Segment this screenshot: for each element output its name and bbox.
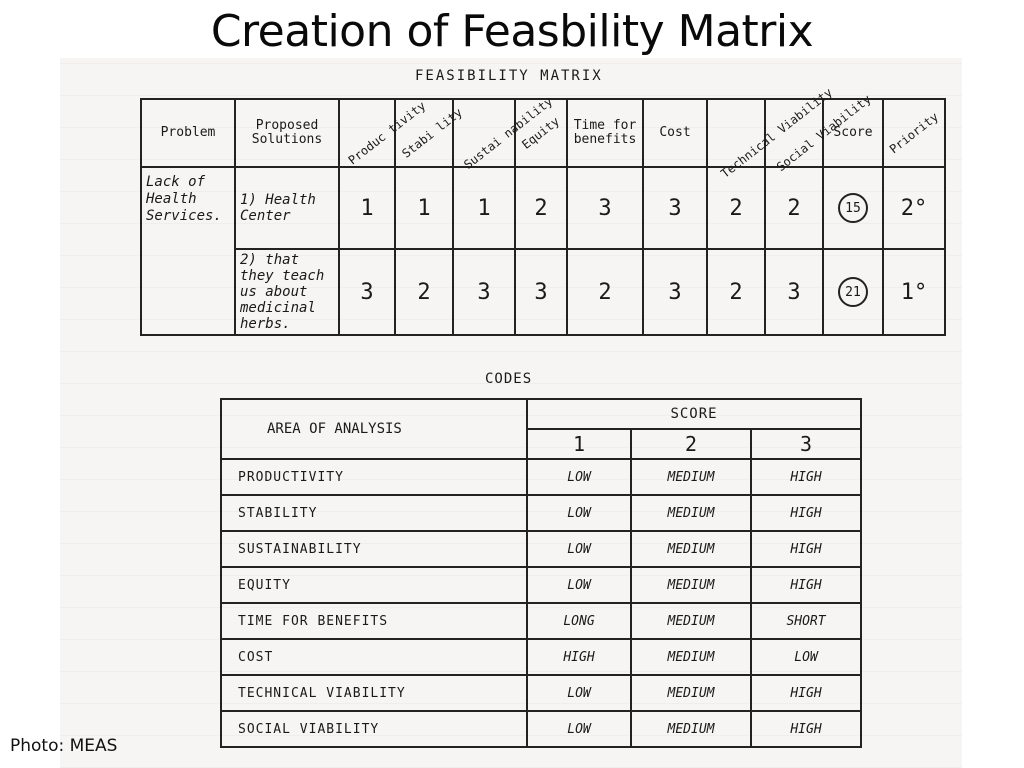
score-1-cell: LOW [526, 530, 632, 568]
matrix-heading: FEASIBILITY MATRIX [415, 68, 603, 84]
area-label: EQUITY [220, 566, 528, 604]
score-level-1: 1 [526, 428, 632, 460]
header-area-of-analysis: AREA OF ANALYSIS [220, 398, 528, 460]
value-cell: 2 [706, 166, 766, 250]
score-3-cell: LOW [749, 638, 863, 676]
score-2-cell: MEDIUM [630, 566, 752, 604]
header-priority: Priority [882, 98, 946, 168]
area-label: STABILITY [220, 494, 528, 532]
score-3-cell: SHORT [749, 602, 863, 640]
value-cell: 3 [338, 248, 396, 336]
table-row: TIME FOR BENEFITS LONG MEDIUM SHORT [220, 602, 863, 640]
score-2-cell: MEDIUM [630, 494, 752, 532]
codes-score-levels-row: 1 2 3 [221, 428, 863, 460]
score-circle: 21 [838, 277, 868, 308]
header-stability: Stabi lity [394, 98, 465, 168]
score-1-cell: LOW [526, 458, 632, 496]
header-score: Score [822, 98, 884, 168]
score-2-cell: MEDIUM [630, 674, 752, 712]
priority-cell: 2° [882, 166, 946, 250]
score-3-cell: HIGH [749, 710, 863, 748]
header-technical-viability: Technical Viability [706, 85, 835, 180]
value-cell: 1 [394, 166, 454, 250]
score-3-cell: HIGH [749, 674, 863, 712]
score-1-cell: HIGH [526, 638, 632, 676]
header-cost: Cost [642, 98, 708, 168]
value-cell: 3 [642, 166, 708, 250]
score-3-cell: HIGH [749, 494, 863, 532]
score-2-cell: MEDIUM [630, 530, 752, 568]
value-cell: 3 [764, 248, 824, 336]
score-circle: 15 [838, 193, 868, 224]
table-row: SOCIAL VIABILITY LOW MEDIUM HIGH [220, 710, 863, 748]
area-label: TECHNICAL VIABILITY [220, 674, 528, 712]
score-level-2: 2 [630, 428, 752, 460]
value-cell: 2 [514, 166, 568, 250]
value-cell: 3 [452, 248, 516, 336]
score-3-cell: HIGH [749, 566, 863, 604]
header-solutions: Proposed Solutions [234, 98, 340, 168]
feasibility-matrix-table: Problem Proposed Solutions Produc tivity… [140, 85, 946, 336]
value-cell: 2 [566, 248, 644, 336]
score-level-3: 3 [749, 428, 863, 460]
score-2-cell: MEDIUM [630, 638, 752, 676]
score-1-cell: LOW [526, 566, 632, 604]
table-row: SUSTAINABILITY LOW MEDIUM HIGH [220, 530, 863, 568]
handwritten-photo: FEASIBILITY MATRIX Problem Proposed Solu… [60, 58, 962, 768]
score-2-cell: MEDIUM [630, 602, 752, 640]
header-productivity: Produc tivity [338, 98, 428, 168]
slide-title: Creation of Feasbility Matrix [210, 6, 814, 57]
value-cell: 3 [514, 248, 568, 336]
value-cell: 2 [706, 248, 766, 336]
score-1-cell: LOW [526, 674, 632, 712]
header-sustainability: Sustai nability [452, 94, 555, 171]
header-equity: Equity [514, 98, 568, 168]
score-3-cell: HIGH [749, 530, 863, 568]
header-time-for-benefits: Time for benefits [566, 98, 644, 168]
score-3-cell: HIGH [749, 458, 863, 496]
table-row: PRODUCTIVITY LOW MEDIUM HIGH [220, 458, 863, 496]
priority-cell: 1° [882, 248, 946, 336]
table-row: TECHNICAL VIABILITY LOW MEDIUM HIGH [220, 674, 863, 712]
table-row: EQUITY LOW MEDIUM HIGH [220, 566, 863, 604]
header-social-viability: Social Viability [764, 91, 874, 174]
score-cell: 21 [822, 248, 884, 336]
score-2-cell: MEDIUM [630, 458, 752, 496]
area-label: TIME FOR BENEFITS [220, 602, 528, 640]
codes-table: AREA OF ANALYSIS SCORE 1 2 3 PRODUCTIVIT… [220, 398, 863, 748]
value-cell: 3 [566, 166, 644, 250]
codes-header-row: AREA OF ANALYSIS SCORE [220, 398, 863, 460]
value-cell: 3 [642, 248, 708, 336]
matrix-header-row: Problem Proposed Solutions Produc tivity… [140, 85, 946, 180]
area-label: COST [220, 638, 528, 676]
header-score: SCORE [525, 398, 863, 430]
area-label: PRODUCTIVITY [220, 458, 528, 496]
table-row: STABILITY LOW MEDIUM HIGH [220, 494, 863, 532]
area-label: SOCIAL VIABILITY [220, 710, 528, 748]
solution-cell: 1) Health Center [234, 166, 340, 250]
photo-credit: Photo: MEAS [10, 736, 118, 756]
value-cell: 2 [394, 248, 454, 336]
table-row: 2) that they teach us about medicinal he… [141, 248, 946, 336]
value-cell: 1 [452, 166, 516, 250]
header-problem: Problem [140, 98, 236, 168]
table-row: Lack of Health Services. 1) Health Cente… [140, 166, 946, 336]
area-label: SUSTAINABILITY [220, 530, 528, 568]
problem-cell: Lack of Health Services. [140, 166, 236, 336]
score-cell: 15 [822, 166, 884, 250]
score-1-cell: LOW [526, 494, 632, 532]
score-1-cell: LOW [526, 710, 632, 748]
codes-heading: CODES [485, 371, 533, 387]
score-2-cell: MEDIUM [630, 710, 752, 748]
score-1-cell: LONG [526, 602, 632, 640]
solution-cell: 2) that they teach us about medicinal he… [234, 248, 340, 336]
table-row: COST HIGH MEDIUM LOW [220, 638, 863, 676]
value-cell: 2 [764, 166, 824, 250]
value-cell: 1 [338, 166, 396, 250]
